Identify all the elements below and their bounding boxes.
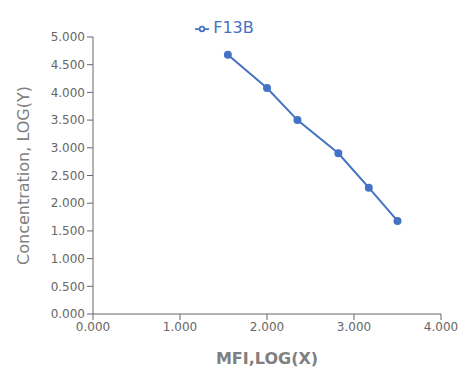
html-text:F13B: F13B <box>213 18 254 37</box>
svg-text:MFI,LOG(X): MFI,LOG(X) <box>216 349 318 368</box>
svg-text:3.500: 3.500 <box>51 113 85 127</box>
svg-text:0.000: 0.000 <box>76 320 110 334</box>
svg-text:2.000: 2.000 <box>250 320 284 334</box>
svg-text:3.000: 3.000 <box>51 141 85 155</box>
svg-text:0.500: 0.500 <box>51 280 85 294</box>
svg-text:1.500: 1.500 <box>51 224 85 238</box>
svg-text:4.000: 4.000 <box>51 86 85 100</box>
svg-text:5.000: 5.000 <box>51 30 85 44</box>
svg-text:3.000: 3.000 <box>337 320 371 334</box>
svg-text:Concentration, LOG(Y): Concentration, LOG(Y) <box>14 86 33 265</box>
svg-text:4.000: 4.000 <box>424 320 458 334</box>
svg-text:0.000: 0.000 <box>51 307 85 321</box>
svg-text:1.000: 1.000 <box>163 320 197 334</box>
svg-text:2.000: 2.000 <box>51 196 85 210</box>
svg-text:4.500: 4.500 <box>51 58 85 72</box>
svg-text:2.500: 2.500 <box>51 169 85 183</box>
svg-text:1.000: 1.000 <box>51 252 85 266</box>
